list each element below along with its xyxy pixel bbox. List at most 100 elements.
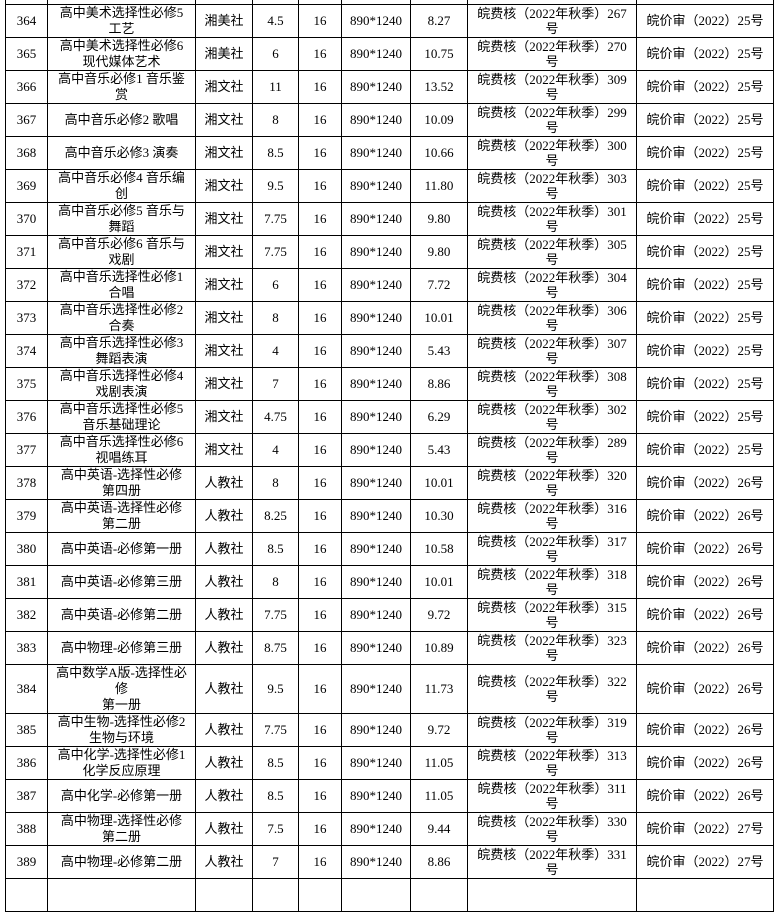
table-row: 374 高中音乐选择性必修3 舞蹈表演 湘文社 4 16 890*1240 5.43 皖费核（…	[5, 334, 774, 368]
paper-size-cell: 890*1240	[341, 202, 411, 236]
price-approval-number-cell: 皖价审（2022）26号	[636, 565, 774, 599]
publisher-cell: 湘文社	[195, 400, 253, 434]
table-row: 364 高中美术选择性必修5 工艺 湘美社 4.5 16 890*1240 8.27 皖费核（…	[5, 4, 774, 38]
price-cell: 10.01	[410, 565, 468, 599]
publisher-cell: 人教社	[195, 812, 253, 846]
price-cell: 9.80	[410, 235, 468, 269]
format-cell: 16	[298, 202, 342, 236]
price-cell: 10.01	[410, 466, 468, 500]
price-cell: 8.86	[410, 845, 468, 879]
fee-approval-number-cell: 皖费核（2022年秋季）303 号	[467, 169, 637, 203]
fee-approval-number-cell: 皖费核（2022年秋季）289 号	[467, 433, 637, 467]
paper-size-cell: 890*1240	[341, 103, 411, 137]
fee-approval-number-cell: 皖费核（2022年秋季）306 号	[467, 301, 637, 335]
book-title-cell: 高中英语-必修第二册	[47, 598, 196, 632]
fee-approval-number-cell: 皖费核（2022年秋季）311 号	[467, 779, 637, 813]
row-number-cell: 376	[5, 400, 48, 434]
format-cell: 16	[298, 37, 342, 71]
print-sheets-cell: 8	[252, 103, 299, 137]
publisher-cell: 湘文社	[195, 70, 253, 104]
paper-size-cell: 890*1240	[341, 812, 411, 846]
row-number-cell: 378	[5, 466, 48, 500]
price-approval-number-cell: 皖价审（2022）25号	[636, 235, 774, 269]
price-cell: 10.66	[410, 136, 468, 170]
table-row: 367 高中音乐必修2 歌唱 湘文社 8 16 890*1240 10.09 皖费核（2022…	[5, 103, 774, 137]
format-cell: 16	[298, 466, 342, 500]
price-approval-number-cell: 皖价审（2022）26号	[636, 466, 774, 500]
price-cell: 11.05	[410, 779, 468, 813]
paper-size-cell: 890*1240	[341, 400, 411, 434]
book-title-cell: 高中英语-选择性必修 第二册	[47, 499, 196, 533]
table-row: 380 高中英语-必修第一册 人教社 8.5 16 890*1240 10.58 皖费核（20…	[5, 532, 774, 566]
price-approval-number-cell: 皖价审（2022）27号	[636, 812, 774, 846]
table-row: 365 高中美术选择性必修6 现代媒体艺术 湘美社 6 16 890*1240 10.75 皖…	[5, 37, 774, 71]
price-approval-number-cell: 皖价审（2022）25号	[636, 367, 774, 401]
book-title-cell: 高中化学-必修第一册	[47, 779, 196, 813]
price-cell: 9.72	[410, 598, 468, 632]
format-cell: 16	[298, 334, 342, 368]
print-sheets-cell: 8.5	[252, 746, 299, 780]
publisher-cell: 湘文社	[195, 301, 253, 335]
book-title-cell: 高中物理-必修第二册	[47, 845, 196, 879]
fee-approval-number-cell: 皖费核（2022年秋季）267 号	[467, 4, 637, 38]
paper-size-cell: 890*1240	[341, 37, 411, 71]
print-sheets-cell: 4	[252, 433, 299, 467]
fee-approval-number-cell: 皖费核（2022年秋季）304 号	[467, 268, 637, 302]
row-number-cell: 389	[5, 845, 48, 879]
paper-size-cell: 890*1240	[341, 136, 411, 170]
print-sheets-cell: 8	[252, 301, 299, 335]
row-number-cell: 377	[5, 433, 48, 467]
price-approval-number-cell: 皖价审（2022）25号	[636, 103, 774, 137]
book-title-cell: 高中音乐选择性必修3 舞蹈表演	[47, 334, 196, 368]
price-approval-number-cell: 皖价审（2022）26号	[636, 779, 774, 813]
book-title-cell: 高中音乐选择性必修4 戏剧表演	[47, 367, 196, 401]
book-title-cell: 高中音乐选择性必修2 合奏	[47, 301, 196, 335]
publisher-cell: 湘文社	[195, 334, 253, 368]
price-cell: 10.58	[410, 532, 468, 566]
row-number-cell: 381	[5, 565, 48, 599]
book-title-cell: 高中美术选择性必修6 现代媒体艺术	[47, 37, 196, 71]
price-approval-number-cell: 皖价审（2022）26号	[636, 713, 774, 747]
format-cell: 16	[298, 136, 342, 170]
paper-size-cell: 890*1240	[341, 565, 411, 599]
paper-size-cell: 890*1240	[341, 713, 411, 747]
print-sheets-cell: 8.5	[252, 779, 299, 813]
paper-size-cell: 890*1240	[341, 169, 411, 203]
table-row: 387 高中化学-必修第一册 人教社 8.5 16 890*1240 11.05 皖费核（20…	[5, 779, 774, 813]
table-row: 378 高中英语-选择性必修 第四册 人教社 8 16 890*1240 10.01 皖费核（…	[5, 466, 774, 500]
book-title-cell: 高中音乐选择性必修6 视唱练耳	[47, 433, 196, 467]
print-sheets-cell: 4.75	[252, 400, 299, 434]
price-approval-number-cell: 皖价审（2022）25号	[636, 70, 774, 104]
format-cell: 16	[298, 631, 342, 665]
table-row: 368 高中音乐必修3 演奏 湘文社 8.5 16 890*1240 10.66 皖费核（20…	[5, 136, 774, 170]
row-number-cell: 387	[5, 779, 48, 813]
publisher-cell: 湘美社	[195, 37, 253, 71]
fee-approval-number-cell: 皖费核（2022年秋季）319 号	[467, 713, 637, 747]
fee-approval-number-cell: 皖费核（2022年秋季）317 号	[467, 532, 637, 566]
publisher-cell: 湘文社	[195, 433, 253, 467]
fee-approval-number-cell: 皖费核（2022年秋季）315 号	[467, 598, 637, 632]
price-approval-number-cell: 皖价审（2022）26号	[636, 631, 774, 665]
book-title-cell: 高中物理-选择性必修 第二册	[47, 812, 196, 846]
print-sheets-cell: 7.5	[252, 812, 299, 846]
print-sheets-cell: 7	[252, 367, 299, 401]
price-cell: 9.80	[410, 202, 468, 236]
table-row: 389 高中物理-必修第二册 人教社 7 16 890*1240 8.86 皖费核（2022年…	[5, 845, 774, 879]
price-cell: 10.75	[410, 37, 468, 71]
table-row: 381 高中英语-必修第三册 人教社 8 16 890*1240 10.01 皖费核（2022…	[5, 565, 774, 599]
price-approval-number-cell: 皖价审（2022）25号	[636, 301, 774, 335]
publisher-cell: 湘文社	[195, 202, 253, 236]
print-sheets-cell: 4	[252, 334, 299, 368]
book-title-cell: 高中生物-选择性必修2 生物与环境	[47, 713, 196, 747]
format-cell: 16	[298, 664, 342, 714]
paper-size-cell: 890*1240	[341, 532, 411, 566]
price-approval-number-cell: 皖价审（2022）26号	[636, 532, 774, 566]
price-approval-number-cell: 皖价审（2022）26号	[636, 499, 774, 533]
book-title-cell: 高中音乐必修1 音乐鉴 赏	[47, 70, 196, 104]
book-title-cell: 高中音乐必修3 演奏	[47, 136, 196, 170]
print-sheets-cell: 8.5	[252, 136, 299, 170]
price-approval-number-cell: 皖价审（2022）27号	[636, 845, 774, 879]
row-number-cell: 380	[5, 532, 48, 566]
publisher-cell: 湘文社	[195, 103, 253, 137]
publisher-cell: 人教社	[195, 845, 253, 879]
